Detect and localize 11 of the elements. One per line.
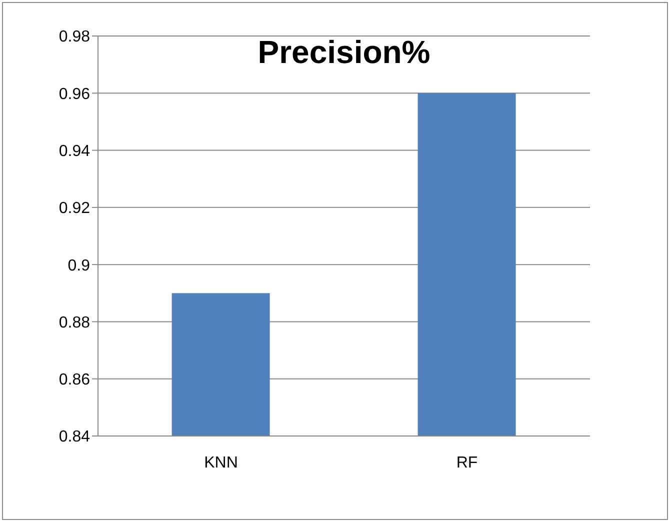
y-tick-label: 0.9 [68,257,90,274]
y-tick-label: 0.88 [58,314,90,332]
y-tick-label: 0.84 [58,428,90,446]
y-tick-label: 0.94 [58,142,90,160]
chart-title: Precision% [256,34,432,71]
y-tick-label: 0.86 [58,372,90,389]
y-tick-label: 0.98 [58,28,90,46]
x-tick-label: KNN [204,454,238,472]
x-tick-label: RF [456,454,478,472]
y-tick-label: 0.92 [58,200,90,218]
y-tick-label: 0.96 [58,86,90,103]
